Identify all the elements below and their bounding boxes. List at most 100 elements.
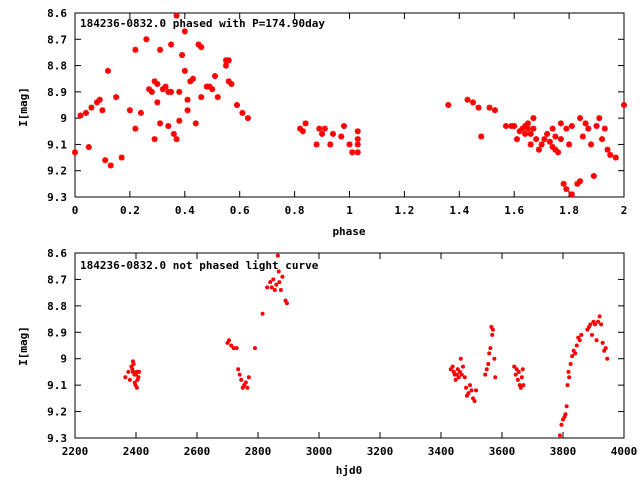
data-point bbox=[513, 136, 520, 143]
data-point bbox=[299, 128, 306, 135]
data-point bbox=[596, 115, 603, 122]
data-point bbox=[573, 351, 578, 356]
data-point bbox=[459, 372, 464, 377]
data-point bbox=[225, 57, 232, 64]
data-point bbox=[577, 338, 582, 343]
y-tick-label: 9.1 bbox=[47, 138, 67, 151]
data-point bbox=[557, 136, 564, 143]
data-point bbox=[478, 133, 485, 140]
data-point bbox=[165, 123, 172, 130]
unphased-light-curve-chart: 184236-0832.0 not phased light curve hjd… bbox=[17, 247, 637, 477]
y-tick-label: 9.3 bbox=[47, 432, 67, 445]
data-point bbox=[338, 133, 345, 140]
data-point bbox=[151, 136, 158, 143]
data-point bbox=[491, 107, 498, 114]
data-point bbox=[493, 375, 498, 380]
data-point bbox=[82, 109, 89, 116]
data-point bbox=[568, 362, 573, 366]
data-point bbox=[228, 80, 235, 87]
data-point bbox=[157, 120, 164, 127]
data-point bbox=[593, 322, 598, 327]
data-point bbox=[132, 125, 139, 132]
chart-title: 184236-0832.0 phased with P=174.90day bbox=[80, 17, 325, 30]
data-point bbox=[190, 75, 197, 82]
data-point bbox=[154, 80, 161, 87]
data-point bbox=[170, 130, 177, 137]
data-point bbox=[127, 377, 132, 382]
data-point bbox=[487, 351, 492, 356]
data-point bbox=[181, 67, 188, 74]
data-point bbox=[130, 359, 135, 364]
data-point bbox=[260, 311, 265, 316]
data-point bbox=[184, 107, 191, 114]
data-point bbox=[590, 172, 597, 179]
data-point bbox=[597, 314, 602, 319]
data-point bbox=[552, 133, 559, 140]
x-tick-label: 1.6 bbox=[504, 204, 524, 217]
data-point bbox=[168, 41, 175, 48]
y-tick-label: 9 bbox=[60, 353, 67, 366]
data-point bbox=[563, 412, 568, 417]
data-point bbox=[236, 367, 241, 372]
data-point bbox=[272, 288, 277, 292]
data-point bbox=[239, 109, 246, 116]
data-point bbox=[354, 128, 361, 135]
x-tick-label: 0 bbox=[72, 204, 79, 217]
data-point bbox=[599, 136, 606, 143]
data-point bbox=[243, 380, 248, 385]
data-point bbox=[113, 94, 120, 101]
data-point bbox=[227, 338, 232, 343]
data-point bbox=[211, 73, 218, 80]
data-point bbox=[593, 123, 600, 130]
data-point bbox=[143, 36, 150, 43]
data-point bbox=[470, 99, 477, 106]
data-point bbox=[601, 125, 608, 132]
x-tick-label: 4000 bbox=[611, 445, 638, 458]
y-axis-label: I[mag] bbox=[17, 87, 30, 127]
y-tick-label: 8.6 bbox=[47, 7, 67, 20]
data-point bbox=[566, 369, 571, 374]
data-point bbox=[126, 107, 133, 114]
data-point bbox=[118, 154, 125, 161]
data-point bbox=[162, 83, 169, 90]
data-point bbox=[237, 372, 242, 377]
y-tick-label: 8.7 bbox=[47, 33, 67, 46]
y-tick-label: 9.2 bbox=[47, 406, 67, 419]
data-point bbox=[269, 285, 274, 290]
data-point bbox=[107, 162, 114, 169]
data-point bbox=[527, 141, 534, 148]
data-point bbox=[445, 102, 452, 108]
data-point bbox=[462, 375, 467, 380]
data-point bbox=[102, 157, 109, 164]
data-point bbox=[469, 388, 474, 393]
data-point bbox=[490, 327, 495, 332]
data-point bbox=[327, 141, 334, 148]
data-point bbox=[214, 94, 221, 101]
y-tick-label: 8.8 bbox=[47, 300, 67, 313]
data-point bbox=[559, 422, 564, 427]
x-tick-label: 3800 bbox=[550, 445, 577, 458]
data-point bbox=[176, 88, 183, 95]
data-point bbox=[621, 102, 627, 108]
x-tick-label: 3400 bbox=[428, 445, 455, 458]
data-point bbox=[96, 96, 103, 103]
data-point bbox=[341, 123, 348, 130]
x-axis-label: hjd0 bbox=[336, 464, 363, 477]
data-point bbox=[77, 112, 84, 119]
data-point bbox=[603, 346, 608, 351]
data-point bbox=[486, 362, 491, 366]
data-point bbox=[585, 125, 592, 132]
data-point bbox=[574, 343, 579, 348]
data-point bbox=[123, 375, 128, 380]
data-point bbox=[136, 375, 141, 380]
data-point bbox=[564, 404, 569, 409]
x-axis-label: phase bbox=[332, 225, 365, 238]
data-point bbox=[521, 383, 526, 388]
data-point bbox=[179, 52, 186, 59]
y-tick-label: 9.2 bbox=[47, 165, 67, 178]
phased-light-curve-chart: 184236-0832.0 phased with P=174.90day ph… bbox=[17, 7, 627, 238]
data-point bbox=[126, 369, 131, 374]
x-tick-label: 3000 bbox=[306, 445, 333, 458]
data-point bbox=[176, 117, 183, 124]
